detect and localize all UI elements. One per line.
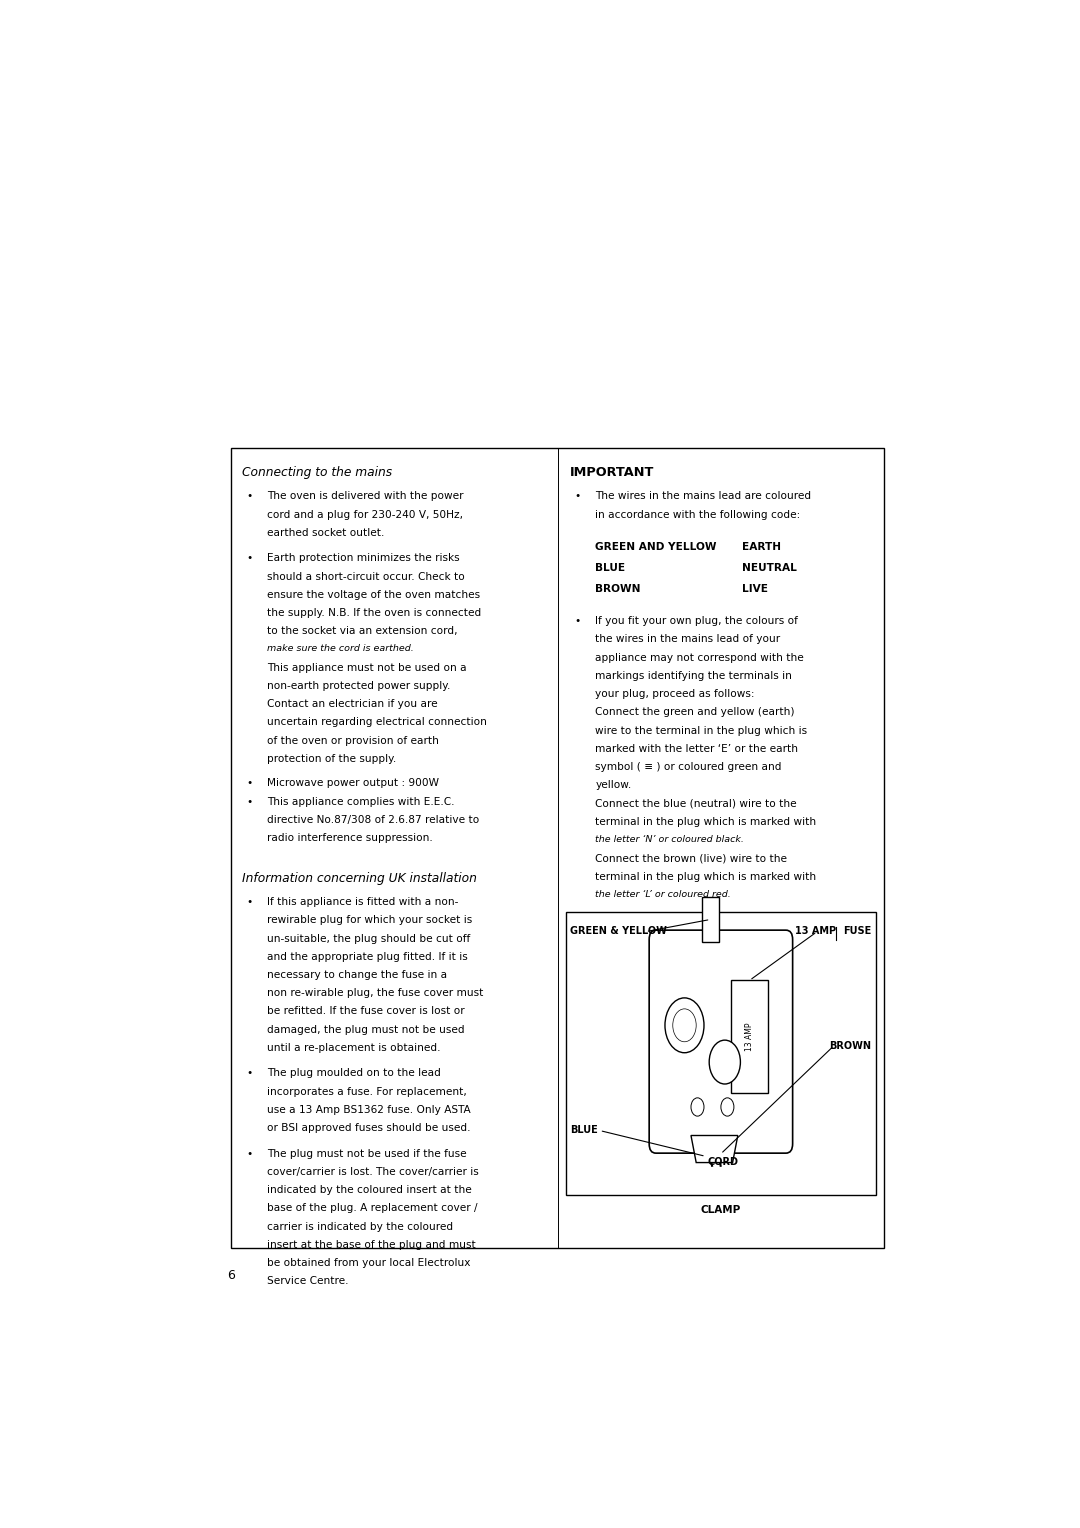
Text: •: • (246, 897, 253, 908)
Text: earthed socket outlet.: earthed socket outlet. (267, 527, 384, 538)
Text: terminal in the plug which is marked with: terminal in the plug which is marked wit… (595, 817, 816, 827)
Text: This appliance complies with E.E.C.: This appliance complies with E.E.C. (267, 796, 455, 807)
Text: •: • (246, 553, 253, 564)
Text: BLUE: BLUE (595, 564, 625, 573)
Text: 6: 6 (227, 1270, 235, 1282)
Text: Connect the brown (live) wire to the: Connect the brown (live) wire to the (595, 853, 787, 863)
Bar (731, 981, 768, 1093)
Text: markings identifying the terminals in: markings identifying the terminals in (595, 671, 793, 681)
Text: carrier is indicated by the coloured: carrier is indicated by the coloured (267, 1222, 454, 1232)
Circle shape (691, 1097, 704, 1115)
Text: Connect the blue (neutral) wire to the: Connect the blue (neutral) wire to the (595, 799, 797, 808)
Bar (702, 897, 719, 941)
Text: marked with the letter ‘E’ or the earth: marked with the letter ‘E’ or the earth (595, 744, 798, 753)
Text: •: • (246, 778, 253, 788)
Text: directive No.87/308 of 2.6.87 relative to: directive No.87/308 of 2.6.87 relative t… (267, 814, 480, 825)
Text: •: • (246, 1149, 253, 1158)
Text: The plug moulded on to the lead: The plug moulded on to the lead (267, 1068, 441, 1079)
Text: Service Centre.: Service Centre. (267, 1276, 349, 1287)
Text: non-earth protected power supply.: non-earth protected power supply. (267, 681, 450, 691)
Text: cord and a plug for 230-240 V, 50Hz,: cord and a plug for 230-240 V, 50Hz, (267, 509, 463, 520)
Text: damaged, the plug must not be used: damaged, the plug must not be used (267, 1025, 464, 1034)
Text: un-suitable, the plug should be cut off: un-suitable, the plug should be cut off (267, 934, 471, 943)
Text: BLUE: BLUE (570, 1126, 598, 1135)
Text: CORD: CORD (707, 1157, 739, 1167)
Text: 13 AMP: 13 AMP (745, 1022, 754, 1051)
Text: ensure the voltage of the oven matches: ensure the voltage of the oven matches (267, 590, 481, 601)
FancyBboxPatch shape (649, 931, 793, 1154)
Text: appliance may not correspond with the: appliance may not correspond with the (595, 652, 805, 663)
Text: be refitted. If the fuse cover is lost or: be refitted. If the fuse cover is lost o… (267, 1007, 464, 1016)
Text: radio interference suppression.: radio interference suppression. (267, 833, 433, 843)
Text: The plug must not be used if the fuse: The plug must not be used if the fuse (267, 1149, 467, 1158)
Text: of the oven or provision of earth: of the oven or provision of earth (267, 735, 440, 746)
Text: NEUTRAL: NEUTRAL (742, 564, 797, 573)
Text: make sure the cord is earthed.: make sure the cord is earthed. (267, 645, 414, 654)
Text: incorporates a fuse. For replacement,: incorporates a fuse. For replacement, (267, 1086, 467, 1097)
Text: non re-wirable plug, the fuse cover must: non re-wirable plug, the fuse cover must (267, 989, 484, 998)
Text: Microwave power output : 900W: Microwave power output : 900W (267, 778, 440, 788)
Text: the wires in the mains lead of your: the wires in the mains lead of your (595, 634, 781, 645)
Text: If this appliance is fitted with a non-: If this appliance is fitted with a non- (267, 897, 459, 908)
Text: Connect the green and yellow (earth): Connect the green and yellow (earth) (595, 707, 795, 717)
Text: GREEN & YELLOW: GREEN & YELLOW (570, 926, 667, 935)
Text: to the socket via an extension cord,: to the socket via an extension cord, (267, 626, 458, 636)
Text: BROWN: BROWN (595, 584, 640, 594)
Text: LIVE: LIVE (742, 584, 768, 594)
Bar (566, 912, 876, 1195)
Text: Earth protection minimizes the risks: Earth protection minimizes the risks (267, 553, 460, 564)
Text: Information concerning UK installation: Information concerning UK installation (242, 871, 477, 885)
Text: •: • (246, 796, 253, 807)
Text: symbol ( ≡ ) or coloured green and: symbol ( ≡ ) or coloured green and (595, 762, 782, 772)
Text: IMPORTANT: IMPORTANT (570, 466, 654, 478)
Text: •: • (575, 616, 581, 626)
Text: the letter ‘N’ or coloured black.: the letter ‘N’ or coloured black. (595, 834, 744, 843)
Text: CLAMP: CLAMP (701, 1204, 741, 1215)
Text: or BSI approved fuses should be used.: or BSI approved fuses should be used. (267, 1123, 471, 1134)
Text: cover/carrier is lost. The cover/carrier is: cover/carrier is lost. The cover/carrier… (267, 1167, 480, 1177)
Circle shape (665, 998, 704, 1053)
Polygon shape (691, 1135, 738, 1163)
Text: in accordance with the following code:: in accordance with the following code: (595, 509, 800, 520)
Text: This appliance must not be used on a: This appliance must not be used on a (267, 663, 467, 672)
Text: EARTH: EARTH (742, 542, 781, 552)
Text: The oven is delivered with the power: The oven is delivered with the power (267, 492, 463, 501)
Text: should a short-circuit occur. Check to: should a short-circuit occur. Check to (267, 571, 465, 582)
Text: indicated by the coloured insert at the: indicated by the coloured insert at the (267, 1186, 472, 1195)
Text: your plug, proceed as follows:: your plug, proceed as follows: (595, 689, 755, 700)
Text: base of the plug. A replacement cover /: base of the plug. A replacement cover / (267, 1204, 477, 1213)
Text: BROWN: BROWN (829, 1041, 872, 1051)
Text: •: • (246, 492, 253, 501)
Text: The wires in the mains lead are coloured: The wires in the mains lead are coloured (595, 492, 811, 501)
Bar (231, 448, 885, 1248)
Text: the supply. N.B. If the oven is connected: the supply. N.B. If the oven is connecte… (267, 608, 482, 617)
Text: use a 13 Amp BS1362 fuse. Only ASTA: use a 13 Amp BS1362 fuse. Only ASTA (267, 1105, 471, 1115)
Text: terminal in the plug which is marked with: terminal in the plug which is marked wit… (595, 871, 816, 882)
Text: •: • (246, 1068, 253, 1079)
Text: •: • (575, 492, 581, 501)
Text: wire to the terminal in the plug which is: wire to the terminal in the plug which i… (595, 726, 808, 735)
Text: be obtained from your local Electrolux: be obtained from your local Electrolux (267, 1258, 471, 1268)
Text: uncertain regarding electrical connection: uncertain regarding electrical connectio… (267, 718, 487, 727)
Text: insert at the base of the plug and must: insert at the base of the plug and must (267, 1239, 476, 1250)
Text: Contact an electrician if you are: Contact an electrician if you are (267, 700, 437, 709)
Text: and the appropriate plug fitted. If it is: and the appropriate plug fitted. If it i… (267, 952, 468, 961)
Text: yellow.: yellow. (595, 781, 632, 790)
Text: protection of the supply.: protection of the supply. (267, 753, 396, 764)
Text: until a re-placement is obtained.: until a re-placement is obtained. (267, 1044, 441, 1053)
Text: Connecting to the mains: Connecting to the mains (242, 466, 392, 478)
Text: rewirable plug for which your socket is: rewirable plug for which your socket is (267, 915, 472, 926)
Circle shape (673, 1008, 697, 1042)
Text: necessary to change the fuse in a: necessary to change the fuse in a (267, 970, 447, 979)
Text: GREEN AND YELLOW: GREEN AND YELLOW (595, 542, 717, 552)
Text: 13 AMP: 13 AMP (795, 926, 836, 935)
Circle shape (710, 1041, 741, 1083)
Text: If you fit your own plug, the colours of: If you fit your own plug, the colours of (595, 616, 798, 626)
Circle shape (721, 1097, 734, 1115)
Text: the letter ‘L’ or coloured red.: the letter ‘L’ or coloured red. (595, 889, 731, 898)
Text: FUSE: FUSE (843, 926, 872, 935)
